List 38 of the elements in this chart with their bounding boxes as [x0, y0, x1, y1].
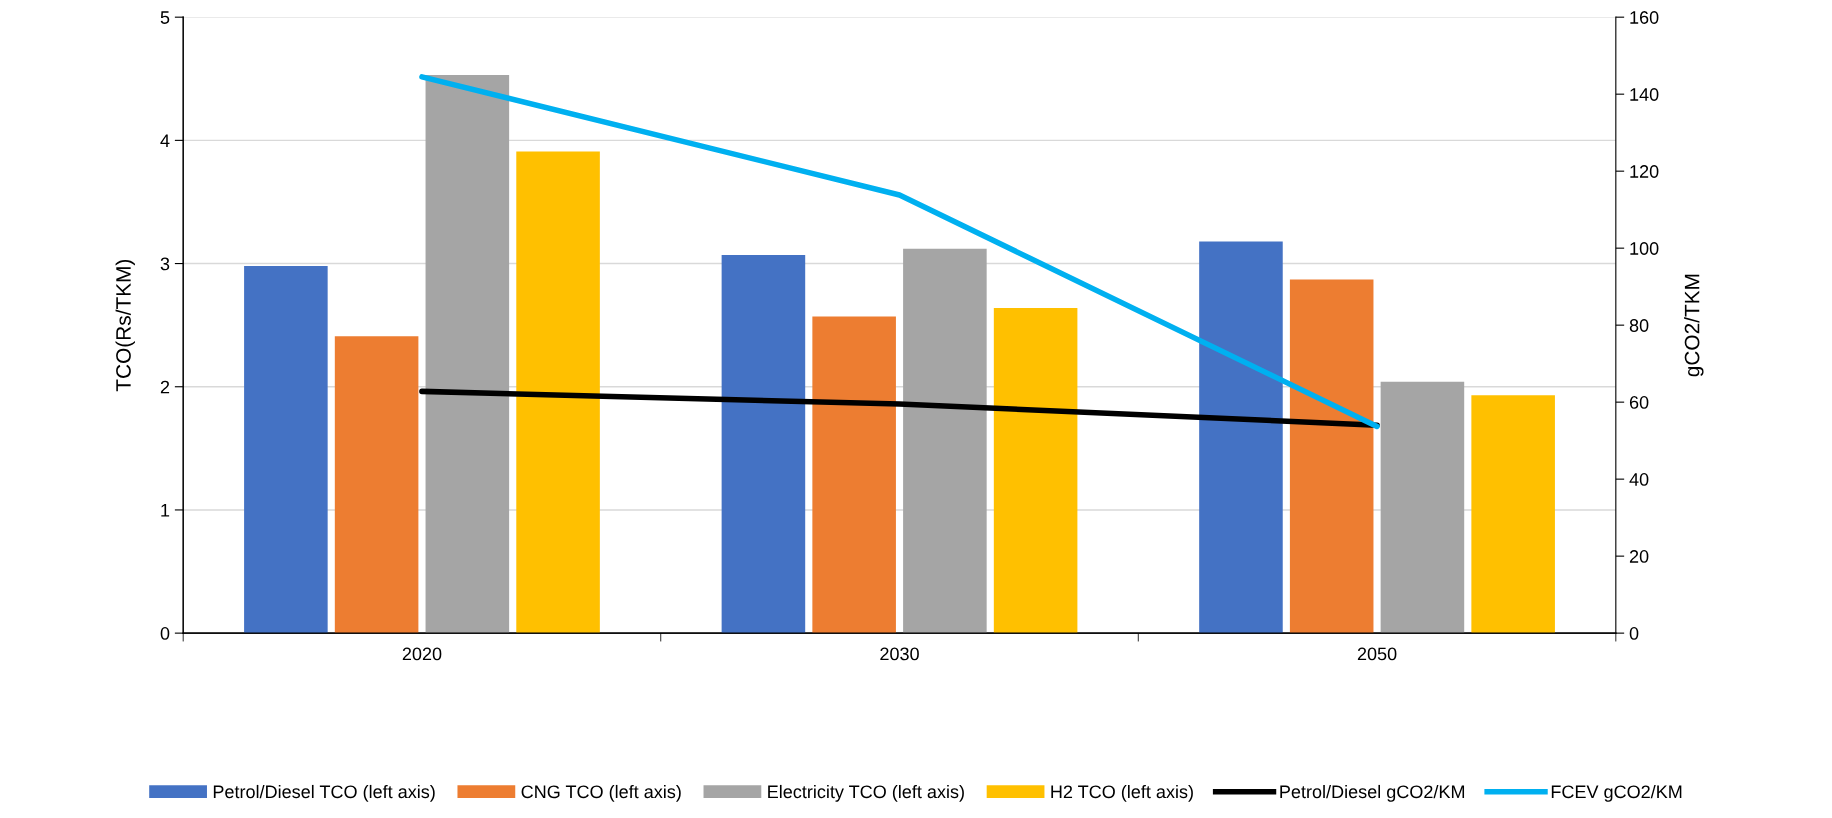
- y2-tick-label: 60: [1629, 396, 1649, 409]
- legend-label: Petrol/Diesel gCO2/KM: [1280, 784, 1465, 802]
- y-tick-label: 2: [160, 380, 170, 394]
- y-tick-label: 0: [160, 627, 170, 640]
- legend-label: FCEV gCO2/KM: [1551, 784, 1682, 802]
- legend-label: Electricity TCO (left axis): [768, 784, 964, 802]
- bar: [812, 316, 896, 634]
- y2-tick-label: 20: [1629, 550, 1649, 563]
- bar: [516, 151, 600, 634]
- y-tick-label: 3: [160, 257, 170, 271]
- y2-tick-label: 0: [1629, 627, 1639, 640]
- x-tick-label: 2030: [880, 647, 919, 661]
- legend-label: Petrol/Diesel TCO (left axis): [213, 784, 435, 802]
- y-tick-label: 5: [160, 11, 170, 24]
- x-tick-label: 2020: [402, 647, 442, 661]
- y2-tick-label: 100: [1630, 242, 1659, 255]
- y-axis-title: TCO(Rs/TKM): [115, 259, 135, 392]
- bar: [244, 266, 328, 634]
- y2-axis-title: gCO2/TKM: [1684, 274, 1704, 377]
- y2-tick-label: 80: [1629, 319, 1649, 332]
- bar: [903, 248, 987, 634]
- bar: [721, 254, 806, 634]
- bar: [993, 307, 1078, 634]
- y-tick-label: 1: [161, 504, 170, 517]
- y-tick-label: 4: [160, 134, 170, 147]
- bar: [1199, 241, 1283, 634]
- legend-label: CNG TCO (left axis): [521, 784, 681, 802]
- bar: [1471, 395, 1555, 634]
- y2-tick-label: 40: [1629, 473, 1649, 486]
- y2-tick-label: 120: [1630, 165, 1659, 178]
- bar: [1289, 279, 1374, 634]
- y2-tick-label: 140: [1630, 88, 1659, 101]
- bar: [334, 336, 419, 634]
- bar: [1380, 381, 1465, 634]
- bar: [425, 75, 510, 634]
- y2-tick-label: 160: [1630, 11, 1659, 24]
- legend-label: H2 TCO (left axis): [1051, 784, 1193, 802]
- x-tick-label: 2050: [1357, 647, 1397, 661]
